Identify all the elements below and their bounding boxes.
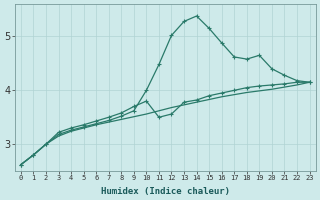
X-axis label: Humidex (Indice chaleur): Humidex (Indice chaleur) bbox=[101, 187, 230, 196]
